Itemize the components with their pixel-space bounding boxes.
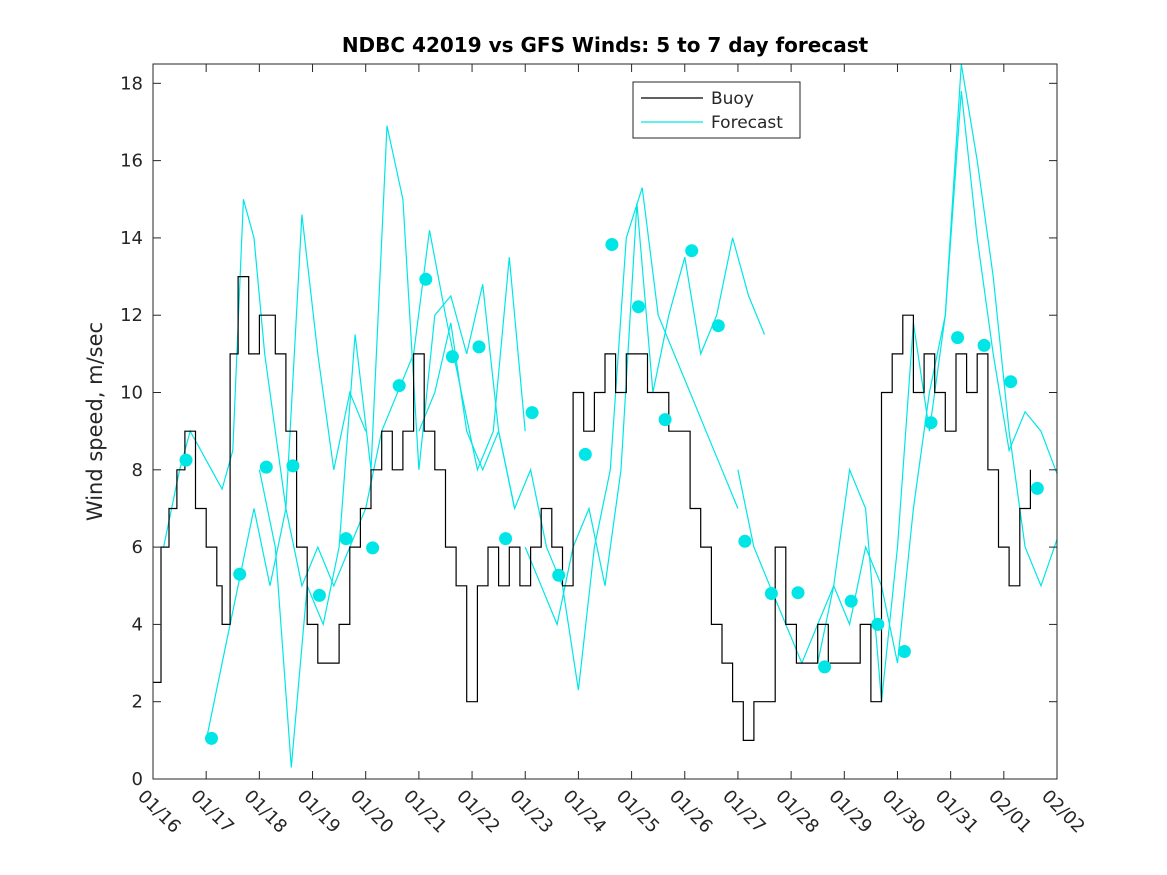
forecast-marker xyxy=(658,413,672,427)
forecast-marker xyxy=(472,340,486,354)
forecast-series-line-3 xyxy=(285,230,526,588)
forecast-series-line-0 xyxy=(163,199,287,548)
forecast-marker xyxy=(924,416,938,430)
legend-buoy-label: Buoy xyxy=(711,89,754,109)
y-tick-label: 6 xyxy=(132,537,143,558)
chart-title: NDBC 42019 vs GFS Winds: 5 to 7 day fore… xyxy=(342,33,869,57)
y-axis: 0 2 4 6 8 10 12 14 16 18 xyxy=(120,73,1057,790)
y-tick-label: 8 xyxy=(132,460,143,481)
forecast-marker xyxy=(259,460,273,474)
plot-frame xyxy=(152,63,1058,780)
forecast-series-line-7 xyxy=(817,91,1057,702)
forecast-marker xyxy=(764,587,778,600)
y-tick-label: 14 xyxy=(120,228,143,249)
buoy-series-line xyxy=(153,276,1031,741)
forecast-marker xyxy=(392,379,406,393)
forecast-series-line-4 xyxy=(418,187,739,691)
forecast-marker xyxy=(632,300,645,314)
forecast-series-line-2 xyxy=(258,125,516,768)
forecast-marker xyxy=(605,238,619,251)
series-layer xyxy=(153,64,1057,768)
y-axis-label: Wind speed, m/sec xyxy=(83,322,107,521)
y-tick-label: 0 xyxy=(132,769,143,790)
forecast-marker xyxy=(977,338,991,352)
y-tick-label: 16 xyxy=(120,151,143,172)
forecast-marker xyxy=(738,534,752,548)
forecast-marker xyxy=(525,406,539,420)
legend: Buoy Forecast xyxy=(632,81,801,139)
forecast-marker xyxy=(286,459,300,473)
plot-background xyxy=(153,64,1057,779)
forecast-series-line-6 xyxy=(737,64,1057,665)
forecast-marker xyxy=(578,447,592,461)
forecast-marker xyxy=(1004,375,1018,389)
y-tick-label: 4 xyxy=(132,614,143,635)
y-tick-label: 10 xyxy=(120,383,143,404)
plot-area xyxy=(153,64,1057,779)
forecast-marker xyxy=(179,453,193,467)
forecast-marker xyxy=(445,350,459,364)
forecast-marker xyxy=(339,532,353,546)
forecast-marker xyxy=(818,660,832,674)
forecast-marker xyxy=(419,272,433,286)
forecast-marker xyxy=(897,645,911,658)
legend-box xyxy=(632,81,801,139)
y-tick-label: 12 xyxy=(120,305,143,326)
forecast-marker xyxy=(233,567,247,581)
forecast-marker xyxy=(685,244,699,258)
y-tick-label: 2 xyxy=(132,692,143,713)
forecast-marker xyxy=(711,319,725,333)
y-tick-label: 18 xyxy=(120,73,143,94)
legend-forecast-label: Forecast xyxy=(711,113,783,133)
forecast-marker xyxy=(366,541,380,555)
forecast-marker xyxy=(205,731,218,745)
forecast-marker xyxy=(791,586,805,600)
forecast-marker xyxy=(552,568,566,582)
forecast-marker xyxy=(1030,481,1044,495)
forecast-marker xyxy=(499,532,513,546)
forecast-marker xyxy=(312,588,326,602)
forecast-marker xyxy=(844,594,858,608)
forecast-markers xyxy=(179,238,1044,745)
forecast-marker xyxy=(951,331,965,345)
forecast-marker xyxy=(871,617,885,631)
